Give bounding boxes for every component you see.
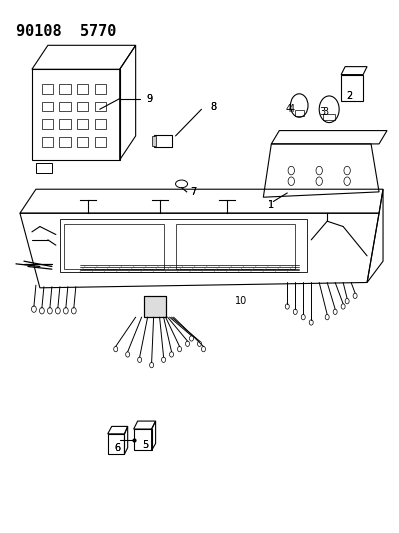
Text: 2: 2	[346, 91, 352, 101]
FancyBboxPatch shape	[144, 296, 166, 317]
Text: 1: 1	[268, 200, 275, 210]
Text: 2: 2	[346, 91, 352, 101]
Text: 10: 10	[235, 296, 247, 306]
Text: 8: 8	[210, 102, 217, 111]
FancyBboxPatch shape	[152, 136, 156, 146]
Text: 5: 5	[142, 440, 149, 450]
Text: 3: 3	[322, 107, 328, 117]
Text: 4: 4	[285, 104, 291, 114]
Text: 1: 1	[268, 200, 275, 210]
Text: 9: 9	[146, 94, 153, 103]
Text: 8: 8	[210, 102, 217, 111]
Text: 6: 6	[115, 443, 121, 453]
Text: 9: 9	[146, 94, 153, 103]
Text: 5: 5	[142, 440, 149, 450]
Text: 6: 6	[115, 443, 121, 453]
Text: 3: 3	[319, 107, 325, 117]
Text: 7: 7	[190, 187, 197, 197]
Text: 90108  5770: 90108 5770	[16, 24, 117, 39]
Text: 4: 4	[288, 104, 294, 114]
Text: 7: 7	[190, 187, 197, 197]
